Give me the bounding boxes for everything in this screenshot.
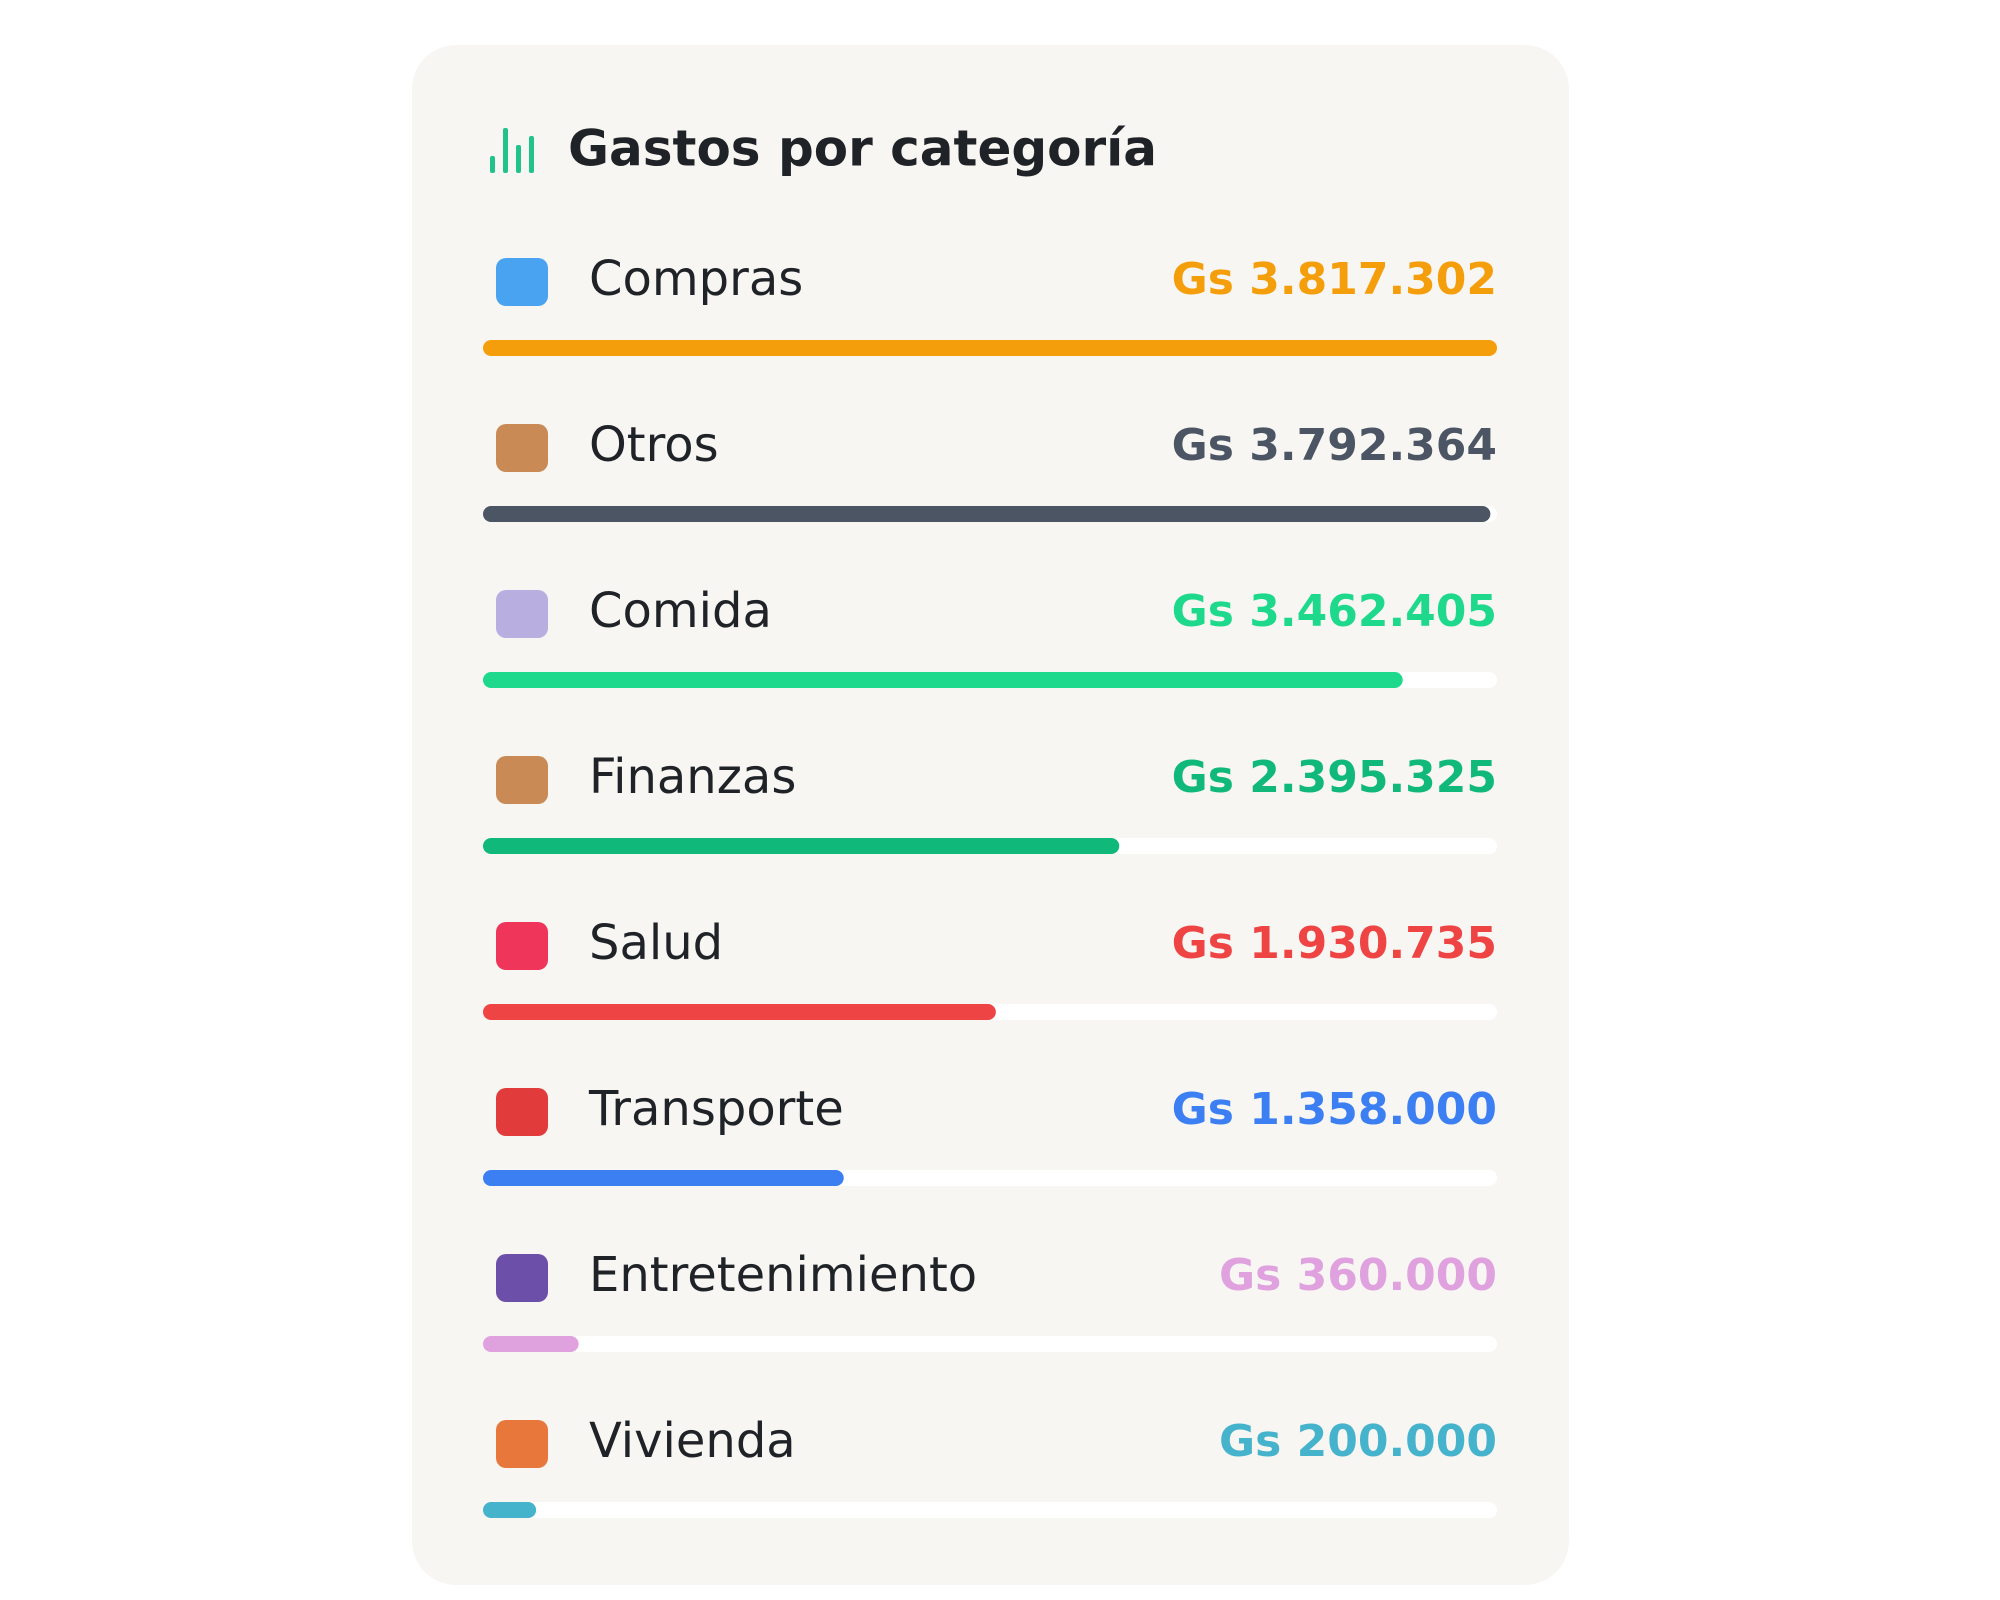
chart-title: Gastos por categoría bbox=[568, 120, 1157, 178]
category-icon bbox=[496, 1254, 548, 1302]
category-icon bbox=[496, 1420, 548, 1468]
bar bbox=[483, 340, 1497, 356]
category-icon bbox=[496, 1088, 548, 1136]
bar bbox=[483, 1004, 996, 1020]
category-icon bbox=[496, 424, 548, 472]
amount-label: Gs 3.792.364 bbox=[1172, 420, 1497, 471]
category-label: Salud bbox=[589, 915, 723, 971]
category-icon bbox=[496, 258, 548, 306]
category-label: Finanzas bbox=[589, 749, 796, 805]
category-label: Transporte bbox=[588, 1081, 844, 1137]
amount-label: Gs 1.930.735 bbox=[1172, 918, 1497, 969]
category-label: Compras bbox=[589, 251, 803, 307]
bar bbox=[483, 1502, 537, 1518]
bar bbox=[483, 1170, 844, 1186]
card bbox=[412, 45, 1569, 1585]
category-icon bbox=[496, 590, 548, 638]
title-icon bbox=[490, 128, 534, 173]
category-icon bbox=[496, 756, 548, 804]
category-label: Comida bbox=[589, 583, 772, 639]
category-icon bbox=[496, 922, 548, 970]
category-label: Vivienda bbox=[589, 1413, 796, 1469]
amount-label: Gs 3.462.405 bbox=[1172, 586, 1497, 637]
amount-label: Gs 1.358.000 bbox=[1172, 1084, 1497, 1135]
bar-track bbox=[483, 1502, 1497, 1518]
bar bbox=[483, 672, 1403, 688]
amount-label: Gs 360.000 bbox=[1219, 1250, 1497, 1301]
bar-track bbox=[483, 1336, 1497, 1352]
bar bbox=[483, 506, 1491, 522]
bar bbox=[483, 838, 1120, 854]
amount-label: Gs 3.817.302 bbox=[1172, 254, 1497, 305]
amount-label: Gs 2.395.325 bbox=[1172, 752, 1497, 803]
amount-label: Gs 200.000 bbox=[1219, 1416, 1497, 1467]
bar bbox=[483, 1336, 579, 1352]
category-label: Otros bbox=[589, 417, 719, 473]
category-label: Entretenimiento bbox=[589, 1247, 977, 1303]
